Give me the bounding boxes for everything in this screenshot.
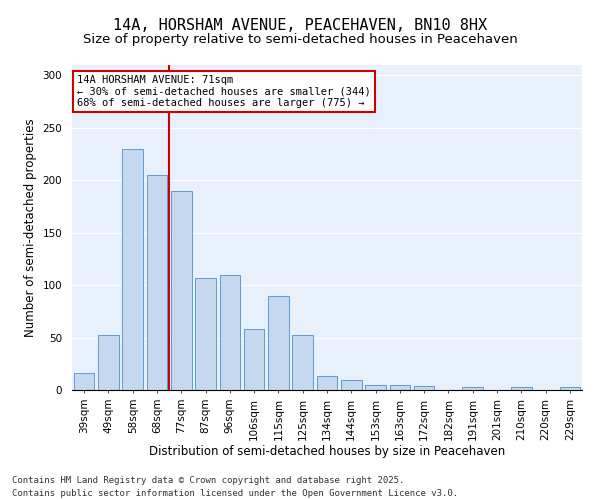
Bar [98, 336, 119, 390]
Bar [244, 329, 265, 390]
Bar [365, 385, 386, 390]
Bar [146, 175, 167, 390]
X-axis label: Distribution of semi-detached houses by size in Peacehaven: Distribution of semi-detached houses by … [149, 446, 505, 458]
Bar [511, 387, 532, 390]
Y-axis label: Number of semi-detached properties: Number of semi-detached properties [24, 118, 37, 337]
Bar [292, 336, 313, 390]
Text: Contains HM Land Registry data © Crown copyright and database right 2025.: Contains HM Land Registry data © Crown c… [12, 476, 404, 485]
Bar [463, 387, 483, 390]
Bar [74, 373, 94, 390]
Bar [389, 385, 410, 390]
Bar [220, 274, 240, 390]
Bar [268, 296, 289, 390]
Bar [414, 386, 434, 390]
Bar [560, 387, 580, 390]
Bar [317, 376, 337, 390]
Bar [195, 278, 216, 390]
Bar [122, 149, 143, 390]
Bar [341, 380, 362, 390]
Text: Contains public sector information licensed under the Open Government Licence v3: Contains public sector information licen… [12, 488, 458, 498]
Text: 14A, HORSHAM AVENUE, PEACEHAVEN, BN10 8HX: 14A, HORSHAM AVENUE, PEACEHAVEN, BN10 8H… [113, 18, 487, 32]
Text: Size of property relative to semi-detached houses in Peacehaven: Size of property relative to semi-detach… [83, 32, 517, 46]
Bar [171, 191, 191, 390]
Text: 14A HORSHAM AVENUE: 71sqm
← 30% of semi-detached houses are smaller (344)
68% of: 14A HORSHAM AVENUE: 71sqm ← 30% of semi-… [77, 74, 371, 108]
